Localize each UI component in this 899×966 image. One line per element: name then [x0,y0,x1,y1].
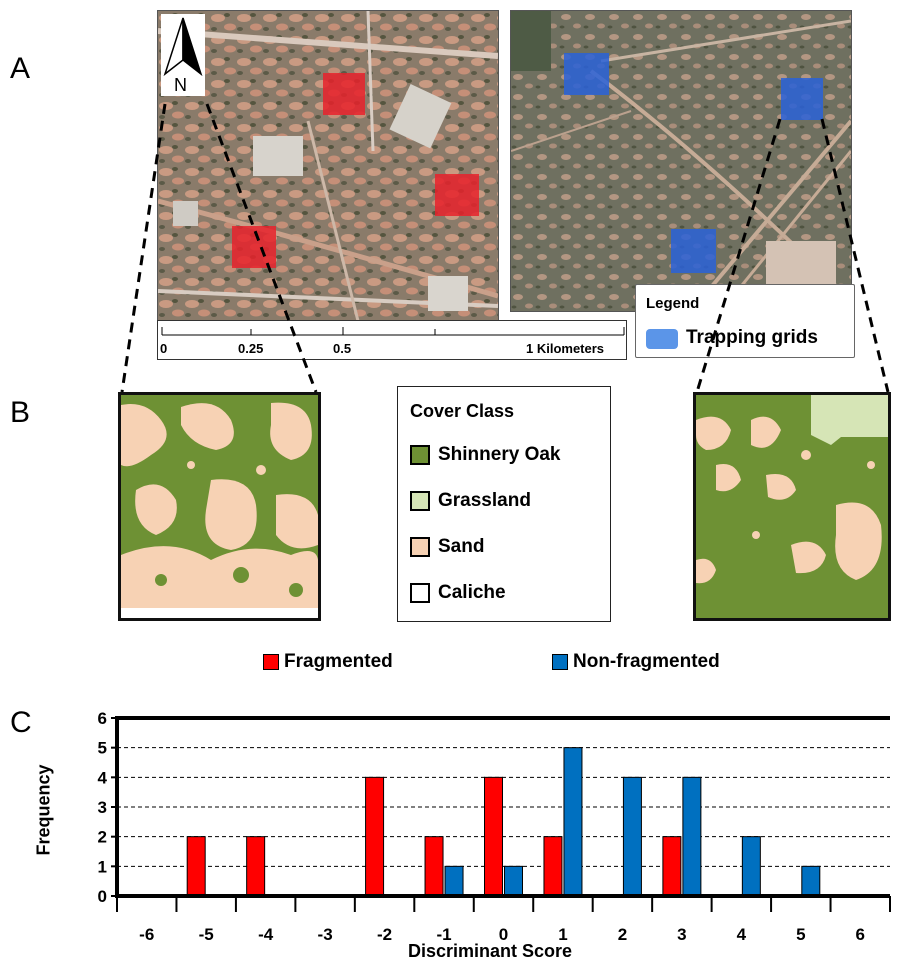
trapping-grid [323,73,365,115]
x-tick-label: -2 [377,925,392,944]
cover-map-nonfragmented [693,392,891,621]
x-tick-label: 3 [677,925,686,944]
legend-nonfragmented: Non-fragmented [552,651,720,673]
cover-class-item: Grassland [410,489,531,513]
map-legend-title: Legend [646,295,700,312]
legend-label-fragmented: Fragmented [284,651,393,672]
bar-nonfragmented [801,865,821,897]
bar-nonfragmented [741,836,761,897]
panel-label-c: C [10,706,32,739]
satellite-map-fragmented: N [157,10,499,322]
scale-bar: 0 0.25 0.5 1 Kilometers [157,320,627,360]
cover-map-fragmented [118,392,321,621]
nonfragmented-swatch [552,654,568,670]
x-tick-label: 6 [856,925,865,944]
bar-fragmented [186,836,206,897]
trapping-grid [435,174,479,216]
cover-classification-raster [121,395,318,618]
x-tick-label: -5 [199,925,214,944]
x-tick-label: -6 [139,925,154,944]
bar-nonfragmented [444,865,464,897]
bar-nonfragmented [622,776,642,897]
cover-class-legend: Cover Class Shinnery Oak Grassland Sand … [397,386,611,622]
cover-class-label: Grassland [438,490,531,511]
x-tick-label: 5 [796,925,805,944]
scale-tick-label: 0.25 [238,341,264,356]
map-legend: Legend Trapping grids [635,284,855,358]
x-tick-label: -1 [436,925,451,944]
y-axis-title: Frequency [33,764,54,856]
bar-nonfragmented [504,865,523,897]
sand-swatch [410,537,430,557]
cover-class-item: Sand [410,535,484,559]
cover-class-label: Shinnery Oak [438,444,561,465]
zoom-connector-lines [120,103,890,393]
panel-label-a: A [10,52,31,85]
y-tick-label: 4 [98,768,108,787]
trapping-grid [671,229,716,273]
legend-fragmented: Fragmented [263,651,393,673]
cover-class-item: Shinnery Oak [410,443,561,467]
cover-class-item: Caliche [410,581,506,605]
y-tick-label: 3 [98,798,107,817]
caliche-swatch [410,583,430,603]
x-tick-label: 2 [618,925,627,944]
gridlines [117,747,890,867]
tick-labels: 0 1 2 3 4 5 6 -6 -5 -4 -3 -2 -1 0 1 2 3 4 5 6 [98,709,865,944]
legend-label-nonfragmented: Non-fragmented [573,651,720,672]
y-tick-label: 0 [98,887,107,906]
x-tick-label: -4 [258,925,274,944]
x-axis-title: Discriminant Score [408,941,573,961]
bar-fragmented [365,776,385,897]
grassland-swatch [410,491,430,511]
x-tick-label: 1 [558,925,567,944]
trapping-grid [232,226,276,268]
north-arrow-icon [163,17,203,77]
map-legend-entry: Trapping grids [686,327,818,348]
y-tick-label: 5 [98,739,107,758]
x-tick-label: 0 [499,925,508,944]
panel-label-b: B [10,396,31,429]
bar-fragmented [543,836,563,897]
trapping-grid-swatch [646,329,678,349]
cover-class-title: Cover Class [410,401,515,421]
bars [186,747,821,897]
scale-tick-label: 1 Kilometers [526,341,605,356]
satellite-map-nonfragmented [510,10,852,312]
map-imagery [158,11,498,321]
y-tick-label: 1 [98,857,107,876]
discriminant-score-histogram: 0 1 2 3 4 5 6 -6 -5 -4 -3 -2 -1 0 1 2 3 4 5 6 [98,709,891,944]
scale-bar-graphic [161,327,625,336]
cover-classification-raster [696,395,888,618]
bar-fragmented [662,836,682,897]
bar-fragmented [246,836,266,897]
map-imagery [511,11,851,311]
bar-fragmented [484,776,503,897]
north-label: N [174,75,187,95]
y-tick-label: 6 [98,709,107,728]
bar-nonfragmented [563,747,583,897]
axes [111,716,891,912]
trapping-grid [781,78,823,120]
y-tick-label: 2 [98,828,107,847]
bar-nonfragmented [682,776,702,897]
trapping-grid [564,53,609,95]
x-tick-label: -3 [318,925,333,944]
shinnery-oak-swatch [410,445,430,465]
cover-class-label: Caliche [438,582,506,603]
north-arrow: N [161,14,205,96]
cover-class-label: Sand [438,536,485,557]
scale-tick-label: 0.5 [333,341,352,356]
scale-tick-label: 0 [160,341,168,356]
x-tick-label: 4 [737,925,747,944]
bar-fragmented [424,836,444,897]
fragmented-swatch [263,654,279,670]
